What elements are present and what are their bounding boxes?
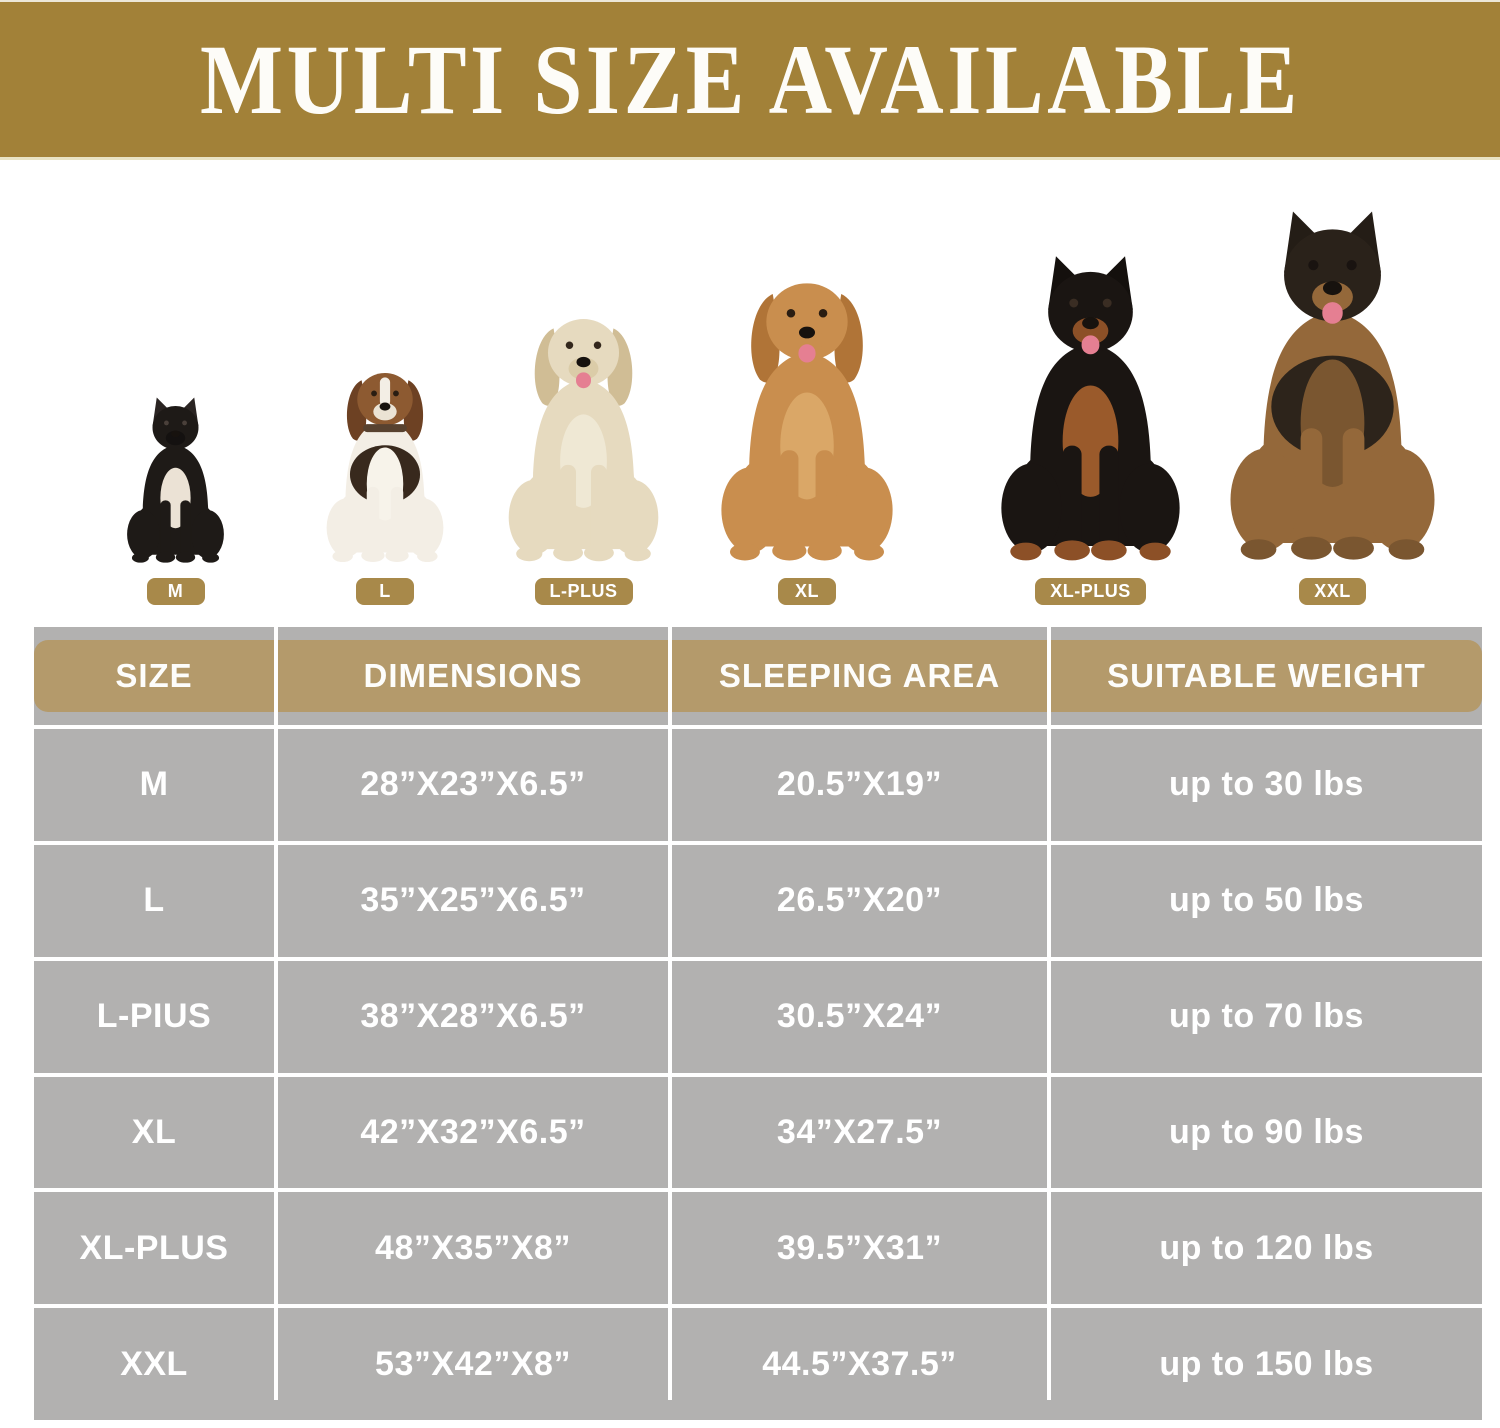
cell-dimensions-xl: 42”X32”X6.5” [278, 1076, 668, 1189]
table-bottom-edge [34, 1400, 1482, 1420]
cell-weight-xl: up to 90 lbs [1051, 1076, 1482, 1189]
cell-weight-m: up to 30 lbs [1051, 729, 1482, 841]
header-cell-size: SIZE [34, 627, 274, 725]
dog-size-lineup: M L L-PLUS XL XL-PLUS XXL [0, 160, 1500, 605]
cell-size-xl-plus: XL-PLUS [34, 1192, 274, 1305]
header-suitable-weight: SUITABLE WEIGHT [1051, 640, 1482, 712]
cell-size-xl: XL [34, 1076, 274, 1189]
dog-figure-l: L [312, 361, 458, 605]
header-sleeping-area: SLEEPING AREA [672, 640, 1047, 712]
dog-figure-xl-plus: XL-PLUS [979, 254, 1202, 605]
size-pill-l: L [356, 578, 414, 605]
size-pill-xl-plus: XL-PLUS [1035, 578, 1146, 605]
cell-sleeping-area-xl: 34”X27.5” [672, 1076, 1047, 1189]
beagle-photo [312, 361, 458, 566]
size-table: SIZE DIMENSIONS SLEEPING AREA SUITABLE W… [34, 627, 1482, 1420]
french-bulldog-photo [115, 396, 236, 566]
dog-figure-xxl: XXL [1205, 209, 1460, 605]
size-pill-l-plus: L-PLUS [534, 578, 633, 605]
title-banner: MULTI SIZE AVAILABLE [0, 0, 1500, 160]
golden-retriever-photo [700, 266, 914, 566]
cell-dimensions-l-plus: 38”X28”X6.5” [278, 960, 668, 1073]
header-cell-sleeping-area: SLEEPING AREA [672, 627, 1047, 725]
dog-figure-l-plus: L-PLUS [490, 304, 677, 605]
cell-sleeping-area-xl-plus: 39.5”X31” [672, 1192, 1047, 1305]
size-pill-xxl: XXL [1299, 578, 1366, 605]
cell-sleeping-area-l: 26.5”X20” [672, 844, 1047, 957]
light-golden-retriever-photo [490, 304, 677, 566]
cell-weight-l-plus: up to 70 lbs [1051, 960, 1482, 1073]
dog-figure-m: M [115, 396, 236, 605]
cell-dimensions-m: 28”X23”X6.5” [278, 729, 668, 841]
header-cell-suitable-weight: SUITABLE WEIGHT [1051, 627, 1482, 725]
size-pill-xl: XL [778, 578, 836, 605]
cell-size-l: L [34, 844, 274, 957]
cell-dimensions-l: 35”X25”X6.5” [278, 844, 668, 957]
cell-dimensions-xl-plus: 48”X35”X8” [278, 1192, 668, 1305]
german-shepherd-photo [1205, 209, 1460, 566]
cell-weight-l: up to 50 lbs [1051, 844, 1482, 957]
cell-size-l-plus: L-PIUS [34, 960, 274, 1073]
cell-sleeping-area-m: 20.5”X19” [672, 729, 1047, 841]
page-title: MULTI SIZE AVAILABLE [199, 24, 1301, 135]
header-size: SIZE [34, 640, 274, 712]
dog-figure-xl: XL [700, 266, 914, 605]
doberman-photo [979, 254, 1202, 566]
header-cell-dimensions: DIMENSIONS [278, 627, 668, 725]
cell-size-m: M [34, 729, 274, 841]
cell-sleeping-area-l-plus: 30.5”X24” [672, 960, 1047, 1073]
header-dimensions: DIMENSIONS [278, 640, 668, 712]
cell-weight-xl-plus: up to 120 lbs [1051, 1192, 1482, 1305]
size-pill-m: M [146, 578, 205, 605]
